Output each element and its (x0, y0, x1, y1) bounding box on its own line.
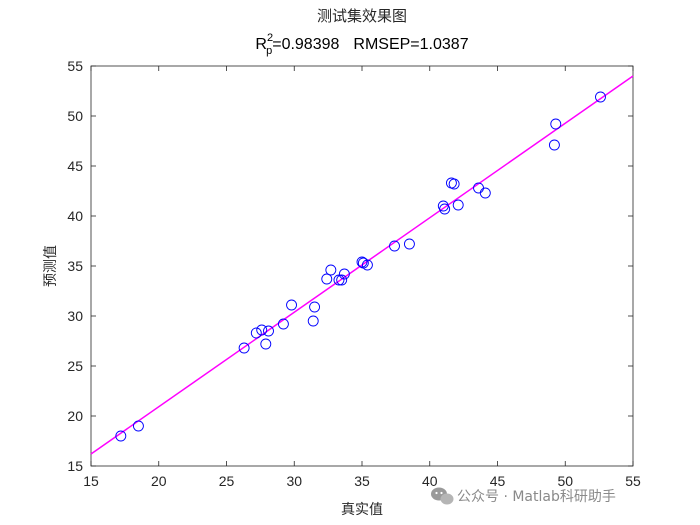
wechat-logo-icon (431, 487, 454, 505)
watermark-text: 公众号 · Matlab科研助手 (457, 489, 616, 505)
data-point (389, 240, 400, 252)
subtitle-r-letter: R (255, 36, 267, 53)
chart-subtitle: R2 p=0.98398 RMSEP=1.0387 (255, 32, 468, 57)
data-point (336, 274, 348, 286)
y-tick-label: 25 (67, 358, 83, 374)
data-point (132, 420, 144, 432)
subtitle-r-subscript: p (266, 45, 272, 57)
data-point (325, 264, 337, 276)
data-point (333, 274, 345, 286)
y-axis-ticks: 15 20 25 30 35 40 45 50 55 (67, 58, 633, 474)
data-point (238, 342, 250, 354)
data-point (115, 430, 127, 442)
data-point (338, 268, 350, 280)
subtitle-r2-value: =0.98398 (272, 36, 339, 53)
data-point (307, 315, 319, 327)
x-tick-label: 40 (422, 473, 438, 489)
data-point (439, 203, 451, 215)
y-tick-label: 20 (67, 408, 83, 424)
y-tick-label: 40 (67, 208, 83, 224)
y-tick-label: 45 (67, 158, 83, 174)
data-point (356, 256, 368, 268)
x-axis-ticks: 15 20 25 30 35 40 45 50 55 (83, 66, 641, 489)
data-point (548, 139, 560, 151)
subtitle-r-superscript: 2 (267, 32, 273, 44)
y-tick-label: 50 (67, 108, 83, 124)
x-tick-label: 25 (219, 473, 235, 489)
x-tick-label: 50 (557, 473, 573, 489)
watermark: 公众号 · Matlab科研助手 (431, 487, 616, 505)
data-point (263, 325, 274, 337)
y-tick-label: 55 (67, 58, 83, 74)
data-point (286, 299, 297, 311)
x-tick-label: 15 (83, 473, 99, 489)
data-point (321, 273, 333, 285)
x-tick-label: 55 (625, 473, 641, 489)
y-tick-label: 30 (67, 308, 83, 324)
data-point (256, 324, 268, 336)
y-tick-label: 35 (67, 258, 83, 274)
data-point (452, 199, 464, 211)
data-point (595, 91, 606, 103)
data-point (448, 178, 460, 190)
x-tick-label: 20 (151, 473, 167, 489)
data-point (277, 318, 289, 330)
y-tick-label: 15 (67, 458, 83, 474)
subtitle-rmsep-value: RMSEP=1.0387 (353, 36, 468, 53)
data-point (260, 338, 272, 350)
data-point (403, 238, 415, 250)
data-point (361, 259, 373, 271)
data-point (309, 301, 321, 313)
x-tick-label: 45 (490, 473, 506, 489)
data-point (550, 118, 562, 130)
x-tick-label: 30 (286, 473, 302, 489)
x-tick-label: 35 (354, 473, 370, 489)
data-point (479, 187, 491, 199)
y-axis-label: 预测值 (43, 245, 59, 287)
data-point (250, 327, 262, 339)
x-axis-label: 真实值 (341, 502, 383, 518)
chart-title: 测试集效果图 (317, 7, 407, 25)
